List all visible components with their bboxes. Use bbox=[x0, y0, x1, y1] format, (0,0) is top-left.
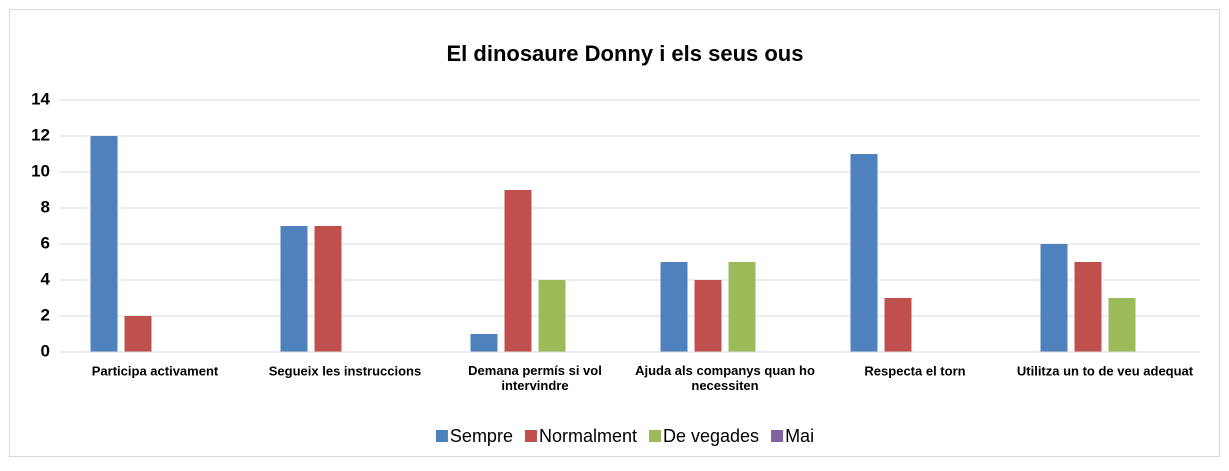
bar bbox=[90, 136, 118, 352]
legend-swatch bbox=[524, 430, 537, 442]
bar bbox=[1074, 262, 1102, 352]
bar bbox=[1040, 244, 1068, 352]
y-tick-label: 6 bbox=[41, 233, 50, 252]
y-tick-label: 10 bbox=[31, 161, 50, 180]
bar bbox=[728, 262, 756, 352]
x-tick-label-line: Ajuda als companys quan ho bbox=[635, 363, 815, 378]
y-tick-label: 12 bbox=[31, 125, 50, 144]
legend-label: Mai bbox=[785, 426, 814, 446]
bar bbox=[694, 280, 722, 352]
y-tick-label: 8 bbox=[41, 197, 50, 216]
y-tick-label: 4 bbox=[41, 269, 51, 288]
legend-swatch bbox=[435, 430, 448, 442]
legend-swatch bbox=[771, 430, 784, 442]
legend-swatch bbox=[648, 430, 661, 442]
x-tick-label-line: necessiten bbox=[691, 378, 758, 393]
legend-label: De vegades bbox=[663, 426, 759, 446]
x-tick-label: Participa activament bbox=[92, 363, 219, 378]
x-tick-label-line: intervindre bbox=[501, 378, 568, 393]
x-tick-label: Respecta el torn bbox=[864, 363, 965, 378]
bar bbox=[314, 226, 342, 352]
bar bbox=[884, 298, 912, 352]
bar bbox=[280, 226, 308, 352]
legend: Sempre Normalment De vegades Mai bbox=[435, 426, 814, 446]
legend-label: Normalment bbox=[539, 426, 637, 446]
y-tick-label: 0 bbox=[41, 341, 50, 360]
bar bbox=[1108, 298, 1136, 352]
x-tick-label: Ajuda als companys quan ho necessiten bbox=[635, 363, 815, 393]
x-tick-label-line: Demana permís si vol bbox=[468, 363, 602, 378]
y-tick-label: 14 bbox=[31, 89, 50, 108]
bar bbox=[538, 280, 566, 352]
chart-title: El dinosaure Donny i els seus ous bbox=[447, 41, 804, 66]
bar bbox=[504, 190, 532, 352]
legend-label: Sempre bbox=[450, 426, 513, 446]
bar bbox=[470, 334, 498, 352]
x-tick-label: Demana permís si vol intervindre bbox=[468, 363, 602, 393]
bar bbox=[660, 262, 688, 352]
chart-border bbox=[9, 9, 1220, 457]
bar bbox=[124, 316, 152, 352]
x-tick-label: Utilitza un to de veu adequat bbox=[1017, 363, 1194, 378]
x-tick-label: Segueix les instruccions bbox=[269, 363, 421, 378]
y-tick-label: 2 bbox=[41, 305, 50, 324]
bar bbox=[850, 154, 878, 352]
